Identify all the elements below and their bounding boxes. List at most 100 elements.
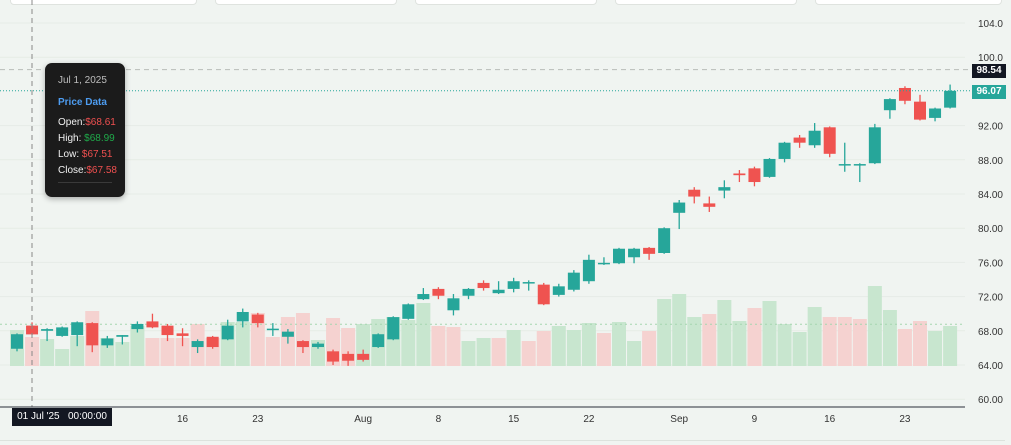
high-label: High: [58, 133, 82, 144]
volume-bar [476, 338, 491, 366]
candle-body [507, 281, 520, 289]
volume-bar [446, 327, 461, 366]
candle-body [673, 202, 686, 213]
volume-bar [536, 331, 551, 366]
volume-bar [943, 326, 958, 366]
candle-body [703, 203, 716, 207]
x-tick-label: 9 [752, 414, 758, 425]
crosshair-date: 01 Jul '25 [17, 411, 60, 422]
tooltip-date: Jul 1, 2025 [58, 75, 107, 86]
volume-bar [401, 320, 416, 366]
y-tick-label: 84.00 [978, 190, 1003, 201]
volume-bar [897, 329, 912, 366]
candle-body [312, 343, 324, 348]
candle-body [537, 284, 550, 305]
volume-bar [265, 337, 280, 366]
volume-bar [250, 313, 265, 366]
candle-body [522, 282, 535, 284]
volume-bar [717, 300, 732, 366]
candle-body [131, 323, 144, 330]
candle-body [176, 333, 189, 336]
volume-bar [115, 342, 130, 366]
candle-body [296, 341, 309, 348]
y-tick-label: 76.00 [978, 258, 1003, 269]
tooltip-low-row: Low: $67.51 [58, 149, 113, 160]
ohlc-tooltip: Jul 1, 2025 Price Data Open:$68.61 High:… [45, 63, 125, 197]
candle-body [597, 262, 610, 265]
candle-body [929, 108, 942, 118]
card-edge [415, 0, 597, 5]
x-tick-label: Aug [354, 414, 372, 425]
panel-bottom-edge [0, 440, 1005, 441]
x-tick-label: 16 [824, 414, 836, 425]
candle-body [221, 325, 234, 340]
candle-body [823, 127, 836, 154]
y-tick-label: 64.00 [978, 361, 1003, 372]
candle-body [914, 101, 926, 120]
candle-body [582, 259, 595, 282]
candle-body [26, 325, 39, 335]
x-tick-label: Sep [670, 414, 688, 425]
candle-body [748, 168, 761, 183]
volume-bar [657, 299, 672, 366]
volume-bar [521, 341, 536, 366]
candles [11, 84, 957, 366]
volume-bar [235, 322, 250, 366]
x-tick-label: 23 [899, 414, 911, 425]
volume-bar [777, 324, 792, 366]
volume-bar [566, 330, 581, 366]
candle-body [101, 338, 114, 346]
y-tick-label: 104.0 [978, 19, 1003, 30]
candle-body [71, 322, 84, 336]
candle-body [628, 248, 641, 258]
volume-bar [175, 338, 190, 366]
tooltip-open-row: Open:$68.61 [58, 117, 116, 128]
candle-body [613, 248, 625, 264]
volume-bar [837, 317, 852, 366]
volume-bar [627, 341, 642, 366]
candle-body [658, 228, 671, 253]
volume-bar [612, 322, 626, 366]
candle-body [688, 189, 701, 197]
y-tick-label: 88.00 [978, 156, 1003, 167]
candle-body [206, 336, 219, 348]
time-axis: 16 23 Aug 8 15 22 Sep 9 16 23 [0, 406, 965, 425]
candle-body [793, 137, 806, 143]
volume-bar [792, 332, 807, 366]
tooltip-divider [58, 182, 112, 183]
candle-body [808, 130, 821, 146]
volume-bar [551, 326, 566, 366]
candle-body [552, 286, 565, 295]
x-tick-label: 15 [508, 414, 520, 425]
candle-body [462, 288, 475, 296]
volume-bar [762, 301, 777, 366]
volume-bar [702, 314, 717, 366]
volume-bar [672, 294, 687, 366]
candle-body [342, 353, 355, 361]
candle-body [643, 247, 656, 254]
volume-bar [506, 330, 521, 366]
volume-bar [145, 338, 160, 366]
card-edge [815, 0, 1002, 5]
candle-body [11, 334, 23, 349]
candle-body [116, 335, 129, 337]
x-tick-label: 22 [583, 414, 595, 425]
tooltip-close-row: Close:$67.58 [58, 165, 117, 176]
candle-body [778, 142, 791, 159]
card-edge [215, 0, 397, 5]
y-tick-label: 100.0 [978, 53, 1003, 64]
volume-bar [491, 338, 506, 366]
candle-body [838, 164, 851, 166]
candle-body [763, 158, 776, 177]
candle-body [387, 317, 400, 340]
tooltip-section-title: Price Data [58, 97, 107, 108]
volume-bars [0, 286, 965, 366]
x-tick-label: 23 [252, 414, 264, 425]
candle-body [236, 311, 249, 322]
crosshair-time-label: 01 Jul '25 00:00:00 [12, 408, 112, 426]
volume-bar [732, 321, 747, 366]
volume-bar [596, 333, 611, 366]
candle-body [898, 87, 911, 101]
last-price-label: 96.07 [972, 85, 1006, 99]
